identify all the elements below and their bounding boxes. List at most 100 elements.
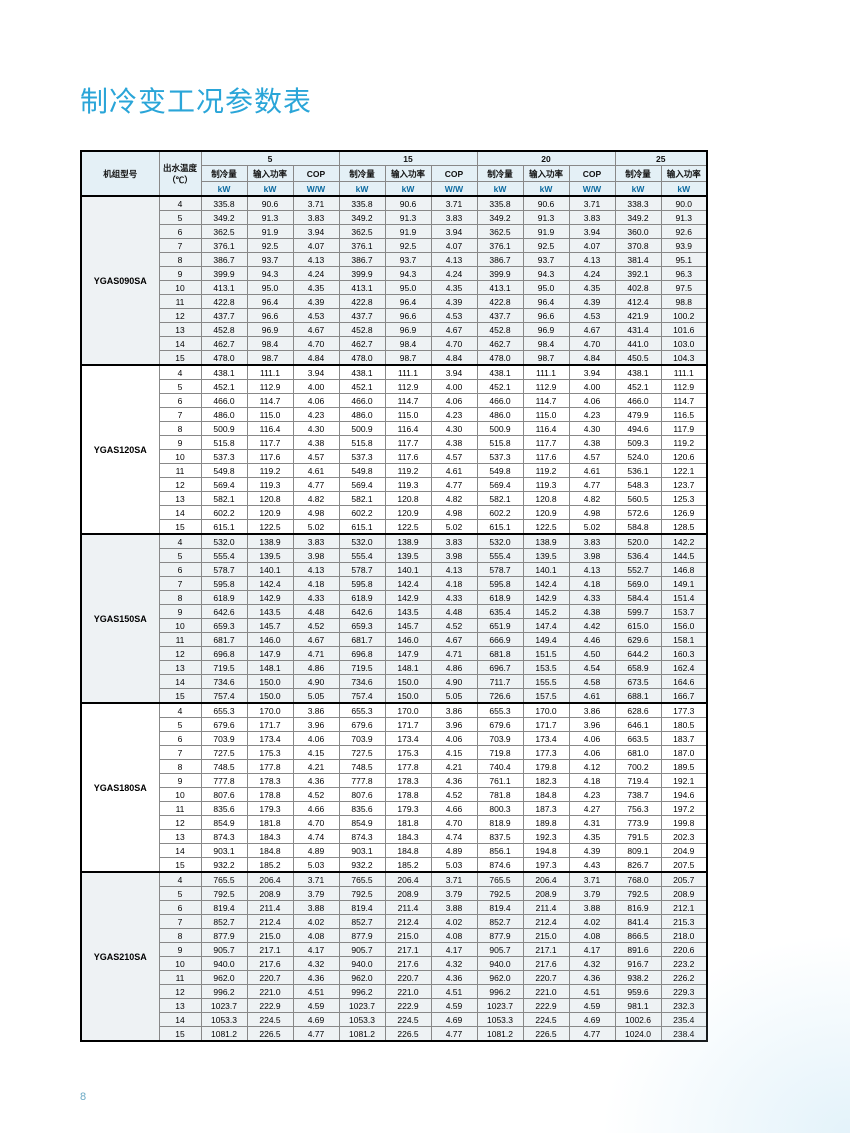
value-cell: 4.30 xyxy=(293,422,339,436)
value-cell: 143.5 xyxy=(385,605,431,619)
value-cell: 4.35 xyxy=(293,281,339,295)
value-cell: 3.94 xyxy=(431,225,477,239)
value-cell: 595.8 xyxy=(201,577,247,591)
value-cell: 486.0 xyxy=(201,408,247,422)
value-cell: 4.86 xyxy=(431,661,477,675)
value-cell: 1023.7 xyxy=(201,999,247,1013)
value-cell: 96.9 xyxy=(385,323,431,337)
temp-cell: 7 xyxy=(159,577,201,591)
value-cell: 120.9 xyxy=(385,506,431,520)
value-cell: 117.7 xyxy=(385,436,431,450)
value-cell: 184.3 xyxy=(247,830,293,844)
value-cell: 615.0 xyxy=(615,619,661,633)
value-cell: 854.9 xyxy=(201,816,247,830)
value-cell: 4.18 xyxy=(431,577,477,591)
value-cell: 584.8 xyxy=(615,520,661,535)
value-cell: 98.7 xyxy=(385,351,431,366)
value-cell: 148.1 xyxy=(247,661,293,675)
header-sub: COP xyxy=(431,166,477,182)
value-cell: 224.5 xyxy=(247,1013,293,1027)
value-cell: 4.70 xyxy=(293,337,339,351)
temp-cell: 6 xyxy=(159,901,201,915)
header-unit: W/W xyxy=(569,182,615,197)
value-cell: 4.67 xyxy=(431,323,477,337)
value-cell: 4.70 xyxy=(431,337,477,351)
temp-cell: 10 xyxy=(159,450,201,464)
value-cell: 536.4 xyxy=(615,549,661,563)
value-cell: 177.8 xyxy=(247,760,293,774)
value-cell: 399.9 xyxy=(477,267,523,281)
value-cell: 4.07 xyxy=(569,239,615,253)
table-row: 6466.0114.74.06466.0114.74.06466.0114.74… xyxy=(81,394,707,408)
value-cell: 4.18 xyxy=(569,577,615,591)
value-cell: 4.77 xyxy=(293,1027,339,1042)
value-cell: 112.9 xyxy=(247,380,293,394)
value-cell: 940.0 xyxy=(339,957,385,971)
value-cell: 192.1 xyxy=(661,774,707,788)
value-cell: 146.0 xyxy=(247,633,293,647)
table-row: 12996.2221.04.51996.2221.04.51996.2221.0… xyxy=(81,985,707,999)
value-cell: 615.1 xyxy=(339,520,385,535)
header-unit: kW xyxy=(615,182,661,197)
model-cell: YGAS090SA xyxy=(81,196,159,365)
value-cell: 144.5 xyxy=(661,549,707,563)
table-row: 131023.7222.94.591023.7222.94.591023.722… xyxy=(81,999,707,1013)
value-cell: 3.79 xyxy=(431,887,477,901)
table-row: 11962.0220.74.36962.0220.74.36962.0220.7… xyxy=(81,971,707,985)
value-cell: 438.1 xyxy=(477,365,523,380)
value-cell: 3.96 xyxy=(431,718,477,732)
value-cell: 4.08 xyxy=(293,929,339,943)
value-cell: 792.5 xyxy=(339,887,385,901)
value-cell: 164.6 xyxy=(661,675,707,689)
value-cell: 646.1 xyxy=(615,718,661,732)
table-row: 6362.591.93.94362.591.93.94362.591.93.94… xyxy=(81,225,707,239)
value-cell: 208.9 xyxy=(523,887,569,901)
value-cell: 536.1 xyxy=(615,464,661,478)
value-cell: 4.42 xyxy=(569,619,615,633)
value-cell: 4.61 xyxy=(569,689,615,704)
value-cell: 4.48 xyxy=(431,605,477,619)
value-cell: 4.71 xyxy=(431,647,477,661)
value-cell: 679.6 xyxy=(477,718,523,732)
value-cell: 1081.2 xyxy=(477,1027,523,1042)
value-cell: 212.4 xyxy=(523,915,569,929)
value-cell: 386.7 xyxy=(201,253,247,267)
value-cell: 181.8 xyxy=(247,816,293,830)
value-cell: 381.4 xyxy=(615,253,661,267)
value-cell: 119.2 xyxy=(661,436,707,450)
temp-cell: 14 xyxy=(159,506,201,520)
value-cell: 4.61 xyxy=(569,464,615,478)
value-cell: 95.1 xyxy=(661,253,707,267)
value-cell: 119.3 xyxy=(523,478,569,492)
temp-cell: 12 xyxy=(159,985,201,999)
value-cell: 431.4 xyxy=(615,323,661,337)
value-cell: 582.1 xyxy=(201,492,247,506)
value-cell: 103.0 xyxy=(661,337,707,351)
value-cell: 180.5 xyxy=(661,718,707,732)
value-cell: 207.5 xyxy=(661,858,707,873)
temp-cell: 8 xyxy=(159,760,201,774)
value-cell: 349.2 xyxy=(615,211,661,225)
value-cell: 4.13 xyxy=(293,563,339,577)
value-cell: 877.9 xyxy=(339,929,385,943)
value-cell: 96.6 xyxy=(247,309,293,323)
temp-cell: 13 xyxy=(159,830,201,844)
value-cell: 4.70 xyxy=(293,816,339,830)
value-cell: 4.58 xyxy=(569,675,615,689)
value-cell: 4.67 xyxy=(431,633,477,647)
value-cell: 184.8 xyxy=(523,788,569,802)
value-cell: 138.9 xyxy=(523,534,569,549)
temp-cell: 4 xyxy=(159,872,201,887)
value-cell: 4.38 xyxy=(293,436,339,450)
value-cell: 138.9 xyxy=(385,534,431,549)
value-cell: 466.0 xyxy=(201,394,247,408)
value-cell: 189.5 xyxy=(661,760,707,774)
value-cell: 115.0 xyxy=(247,408,293,422)
value-cell: 376.1 xyxy=(477,239,523,253)
value-cell: 569.4 xyxy=(201,478,247,492)
value-cell: 874.3 xyxy=(339,830,385,844)
value-cell: 98.8 xyxy=(661,295,707,309)
temp-cell: 12 xyxy=(159,816,201,830)
value-cell: 413.1 xyxy=(201,281,247,295)
temp-cell: 13 xyxy=(159,492,201,506)
